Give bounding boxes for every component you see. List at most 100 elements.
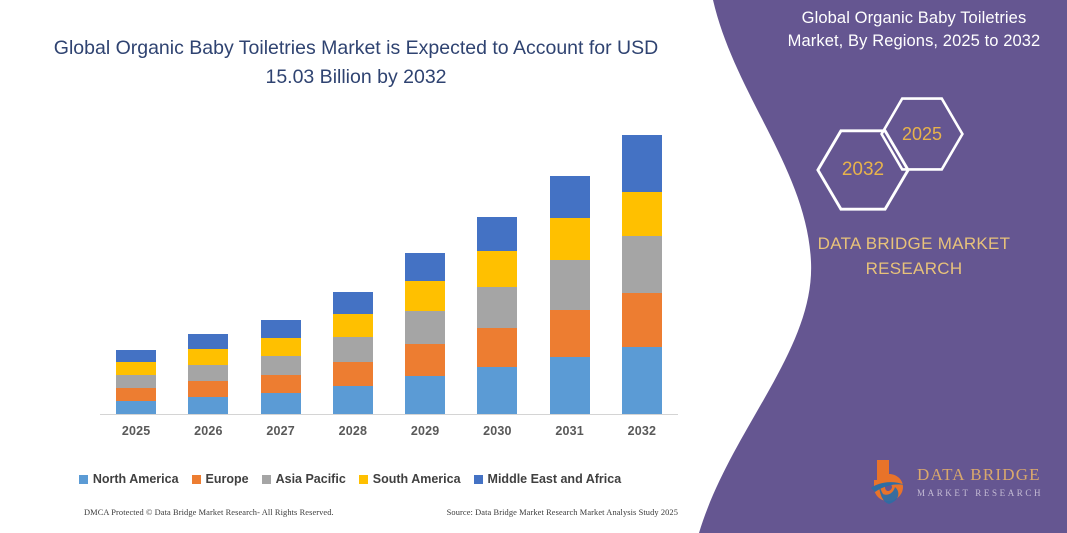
bar-segment[interactable] <box>621 236 662 293</box>
bar-segment[interactable] <box>549 357 590 414</box>
bar-group <box>100 120 678 414</box>
bar-segment[interactable] <box>621 292 662 347</box>
bar-segment[interactable] <box>260 319 301 339</box>
stacked-bar[interactable] <box>549 175 590 414</box>
x-axis-label: 2029 <box>410 424 440 438</box>
bar-segment[interactable] <box>405 310 446 344</box>
hexagon-badge-2025: 2025 <box>879 96 965 172</box>
bar-segment[interactable] <box>621 347 662 414</box>
bar-segment[interactable] <box>621 192 662 236</box>
chart-area: Global Organic Baby Toiletries Market is… <box>0 37 700 517</box>
hexagon-badges: 2032 2025 <box>767 96 1067 211</box>
bar-segment[interactable] <box>260 393 301 414</box>
panel-title: Global Organic Baby Toiletries Market, B… <box>787 9 1041 50</box>
bar-segment[interactable] <box>116 375 157 389</box>
bar-segment[interactable] <box>188 334 229 350</box>
legend-label: Middle East and Africa <box>487 472 622 486</box>
chart-legend: North America Europe Asia Pacific South Ame… <box>0 472 700 486</box>
bar-segment[interactable] <box>116 388 157 402</box>
svg-text:MARKET RESEARCH: MARKET RESEARCH <box>917 488 1043 498</box>
legend-swatch <box>78 474 88 484</box>
hexagon-2025-label: 2025 <box>901 123 943 144</box>
legend-label: South America <box>372 472 461 486</box>
stacked-bar[interactable] <box>188 334 229 414</box>
bar-segment[interactable] <box>477 367 518 414</box>
bar-slot <box>245 120 317 414</box>
bar-segment[interactable] <box>332 362 373 386</box>
bar-segment[interactable] <box>477 328 518 368</box>
legend-item[interactable]: Europe <box>191 472 249 486</box>
bar-segment[interactable] <box>188 349 229 366</box>
x-axis-label: 2031 <box>555 424 584 438</box>
bar-segment[interactable] <box>405 252 446 281</box>
stacked-bar[interactable] <box>621 135 662 414</box>
bar-slot <box>461 120 533 414</box>
x-axis-label: 2030 <box>483 424 512 438</box>
x-axis-label: 2025 <box>121 424 151 438</box>
stacked-bar[interactable] <box>477 216 518 414</box>
legend-item[interactable]: South America <box>358 472 461 486</box>
bar-segment[interactable] <box>621 135 662 193</box>
bar-segment[interactable] <box>477 251 518 288</box>
bar-segment[interactable] <box>116 350 157 363</box>
hexagon-2032-label: 2032 <box>841 159 885 180</box>
bar-segment[interactable] <box>188 396 229 414</box>
bar-slot <box>172 120 244 414</box>
x-axis-label: 2032 <box>627 424 657 438</box>
bar-slot <box>317 120 389 414</box>
dbmr-logo-mark-icon: DATA BRIDGE MARKET RESEARCH <box>871 460 1043 504</box>
bar-segment[interactable] <box>332 337 373 363</box>
stacked-bar[interactable] <box>405 252 446 414</box>
stacked-bar[interactable] <box>260 319 301 414</box>
x-axis-line <box>100 414 678 415</box>
bar-segment[interactable] <box>405 280 446 311</box>
bar-segment[interactable] <box>188 365 229 381</box>
bar-segment[interactable] <box>549 310 590 358</box>
bar-slot <box>606 120 678 414</box>
bar-segment[interactable] <box>549 260 590 311</box>
legend-item[interactable]: Asia Pacific <box>261 472 346 486</box>
bar-segment[interactable] <box>332 291 373 314</box>
brand-name: DATA BRIDGE MARKET RESEARCH <box>817 234 1011 278</box>
x-axis-label: 2028 <box>338 424 368 438</box>
bar-slot <box>534 120 606 414</box>
legend-item[interactable]: Middle East and Africa <box>473 472 622 486</box>
bar-segment[interactable] <box>116 362 157 376</box>
bar-segment[interactable] <box>549 218 590 261</box>
bar-segment[interactable] <box>332 313 373 337</box>
stacked-bar[interactable] <box>116 350 157 414</box>
bar-segment[interactable] <box>260 338 301 357</box>
dbmr-logo: DATA BRIDGE MARKET RESEARCH <box>865 454 1045 508</box>
legend-swatch <box>261 474 271 484</box>
x-axis-label: 2026 <box>194 424 223 438</box>
legend-label: Asia Pacific <box>275 472 346 486</box>
svg-text:DATA BRIDGE: DATA BRIDGE <box>917 465 1041 484</box>
footer-copyright: DMCA Protected © Data Bridge Market Rese… <box>84 508 334 517</box>
bar-segment[interactable] <box>260 375 301 394</box>
bar-segment[interactable] <box>477 287 518 329</box>
bar-segment[interactable] <box>405 343 446 376</box>
bar-segment[interactable] <box>188 380 229 397</box>
bar-segment[interactable] <box>477 216 518 252</box>
bar-segment[interactable] <box>332 385 373 414</box>
bar-segment[interactable] <box>116 401 157 414</box>
bar-slot <box>389 120 461 414</box>
legend-label: Europe <box>205 472 249 486</box>
x-axis-label: 2027 <box>266 424 295 438</box>
bar-slot <box>100 120 172 414</box>
bar-segment[interactable] <box>405 375 446 414</box>
plot-region <box>0 120 700 416</box>
legend-swatch <box>191 474 201 484</box>
bar-segment[interactable] <box>260 356 301 376</box>
bar-segment[interactable] <box>549 175 590 219</box>
x-axis-labels: 2025 2026 2027 2028 2029 2030 2031 2032 <box>100 424 678 438</box>
legend-swatch <box>358 474 368 484</box>
footer-source: Source: Data Bridge Market Research Mark… <box>446 508 678 517</box>
legend-item[interactable]: North America <box>78 472 179 486</box>
legend-swatch <box>473 474 483 484</box>
chart-title: Global Organic Baby Toiletries Market is… <box>53 37 659 88</box>
footer: DMCA Protected © Data Bridge Market Rese… <box>0 508 700 517</box>
stacked-bar[interactable] <box>332 291 373 414</box>
legend-label: North America <box>92 472 179 486</box>
